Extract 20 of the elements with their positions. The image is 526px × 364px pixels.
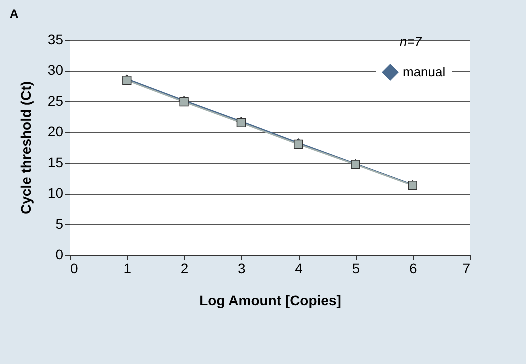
x-tick-label: 3 [238,260,246,276]
x-tick-label: 5 [352,260,360,276]
x-tick-label: 7 [462,260,471,276]
x-tick-label: 4 [295,260,304,276]
y-tick-label: 35 [48,32,64,48]
y-tick-label: 5 [56,216,64,232]
y-tick-label: 20 [48,124,64,140]
y-tick-label: 10 [48,185,64,202]
x-tick-label: 0 [70,260,78,276]
x-axis-title: Log Amount [Copies] [200,292,342,308]
y-tick-label: 25 [48,92,64,109]
y-tick-label: 0 [56,246,64,262]
y-axis-title: Cycle threshold (Ct) [18,81,34,215]
legend-label: manual [403,64,446,80]
x-tick-label: 2 [180,260,189,276]
chart-title: A [10,7,19,21]
x-tick-label: 1 [124,260,132,276]
y-tick-label: 15 [48,154,64,170]
x-tick-label: 6 [409,260,418,276]
y-tick-label: 30 [48,62,64,78]
